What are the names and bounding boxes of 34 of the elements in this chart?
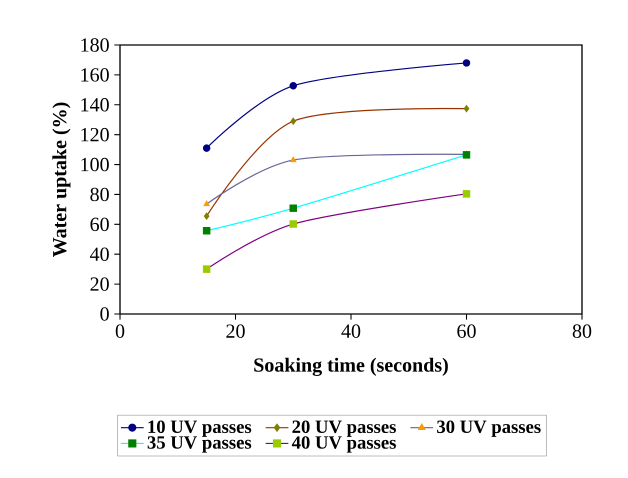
y-tick-label: 140 <box>81 98 109 112</box>
point <box>462 151 470 159</box>
point <box>290 204 297 212</box>
y-tick-label: 0 <box>100 307 109 321</box>
x-tick-label: 60 <box>457 324 476 338</box>
point <box>202 144 210 152</box>
point <box>204 212 210 220</box>
point <box>290 117 296 125</box>
legend-label: 20 UV passes <box>292 420 396 437</box>
point <box>290 82 297 90</box>
x-tick-label: 40 <box>341 324 360 338</box>
y-tick-label: 160 <box>81 68 109 82</box>
x-tick-label: 80 <box>572 324 592 338</box>
y-tick-label: 120 <box>81 128 109 142</box>
y-tick-label: 40 <box>90 247 109 261</box>
point <box>462 59 470 67</box>
x-tick-label: 20 <box>226 324 245 338</box>
x-tick-label: 0 <box>116 324 124 338</box>
point <box>290 220 297 228</box>
y-tick-label: 60 <box>90 218 109 232</box>
legend-label: 10 UV passes <box>148 420 252 437</box>
y-tick-label: 20 <box>90 277 109 291</box>
y-tick-label: 180 <box>81 38 109 52</box>
point <box>462 190 470 198</box>
point <box>464 104 470 112</box>
x-axis-title: Soaking time (seconds) <box>254 358 448 376</box>
y-tick-label: 100 <box>81 158 109 172</box>
point <box>202 227 210 234</box>
point <box>202 265 210 273</box>
y-tick-label: 80 <box>90 188 109 202</box>
y-axis-title: Water uptake (%) <box>52 102 70 257</box>
legend-label: 35 UV passes <box>148 436 252 453</box>
legend-label: 40 UV passes <box>292 436 396 453</box>
legend-label: 30 UV passes <box>437 420 541 437</box>
